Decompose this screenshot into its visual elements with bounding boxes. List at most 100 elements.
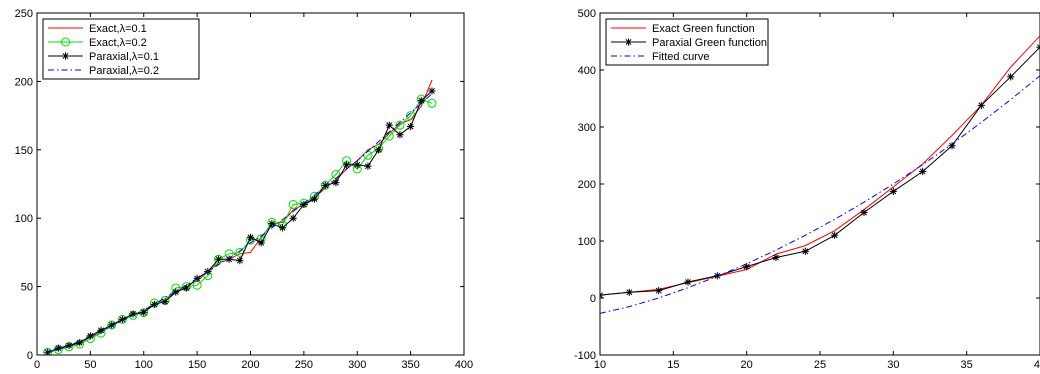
chart1-xtick-label-4: 30 (887, 359, 899, 371)
chart0-series2-point-4 (86, 332, 94, 340)
chart0-series2-point-17 (225, 255, 233, 263)
chart0-series1-point-9 (139, 308, 149, 318)
chart0-series2-point-7 (118, 315, 126, 324)
chart1-series0-line (600, 35, 1040, 296)
chart1-ytick-label-6: 500 (578, 8, 596, 20)
chart0-xtick-label-1: 50 (84, 359, 96, 371)
chart1-xtick-label-5: 35 (961, 359, 973, 371)
chart0-series2-point-9 (140, 308, 148, 317)
chart0-series2-point-26 (321, 181, 329, 189)
chart0-series1-point-6 (107, 320, 117, 330)
chart0-series2-point-20 (257, 239, 265, 247)
right-chart: 10 15 20 25 30 35 40 -100 0 100 200 300 400 500 Exact … (574, 8, 1040, 371)
chart1-legend: Exact Green function Paraxial Green funct… (605, 18, 769, 66)
chart1-ytick-label-4: 300 (578, 122, 596, 134)
chart1-series1-point-6 (772, 253, 780, 262)
chart0-legend: Exact,λ=0.1 Exact,λ=0.2 Paraxial,λ=0.1 Para… (42, 18, 200, 80)
chart0-series2-line (47, 90, 433, 353)
chart0-xtick-label-7: 350 (401, 359, 419, 371)
chart0-series2-point-25 (310, 195, 319, 203)
chart1-xtick-label-1: 15 (667, 359, 679, 371)
chart1-series1-point-2 (655, 286, 663, 295)
chart0-series2-point-8 (129, 310, 137, 318)
chart0-ytick-label-2: 100 (15, 213, 33, 225)
chart1-series1-point-9 (860, 208, 868, 217)
chart1-series1-point-7 (801, 247, 809, 255)
chart0-series2-point-34 (407, 122, 415, 131)
chart1-ytick-label-0: -100 (574, 350, 596, 362)
chart0-series2-point-5 (97, 326, 105, 334)
chart0-series2-point-3 (76, 339, 84, 347)
chart1-series1-point-8 (831, 231, 839, 239)
chart1-series1-line (600, 46, 1040, 296)
chart1-plot-area (600, 35, 1040, 314)
chart0-series2-point-28 (342, 161, 351, 169)
chart0-series1-point-7 (117, 314, 127, 324)
chart1-legend-label-0: Exact Green function (652, 23, 755, 35)
chart0-xtick-label-6: 300 (348, 359, 366, 371)
chart0-series2-point-33 (396, 131, 404, 139)
chart1-series1-point-13 (977, 101, 985, 109)
chart0-series2-point-24 (300, 200, 308, 209)
chart1-xtick-label-6: 40 (1034, 359, 1040, 371)
chart0-legend-box (42, 18, 200, 80)
chart0-legend-label-3: Paraxial,λ=0.2 (89, 65, 159, 77)
chart0-series2-point-2 (65, 341, 73, 350)
chart1-ytick-label-2: 100 (578, 236, 596, 248)
chart0-ytick-label-0: 0 (27, 350, 33, 362)
chart0-series2-point-22 (278, 224, 287, 232)
chart0-series2-point-1 (54, 344, 62, 352)
chart0-series2-point-29 (353, 161, 361, 169)
chart0-series2-point-23 (289, 214, 297, 222)
chart0-series3-line (47, 93, 433, 353)
chart0-series0-line (47, 79, 433, 353)
chart0-ytick-label-3: 150 (15, 145, 33, 157)
chart1-ytick-label-1: 0 (590, 293, 596, 305)
chart0-serieslegend2-point-0 (61, 52, 70, 60)
chart0-series2-point-6 (108, 321, 116, 329)
chart0-series2-point-16 (214, 255, 223, 263)
chart0-series1-point-36 (427, 98, 437, 108)
chart1-xtick-label-0: 10 (594, 359, 606, 371)
chart1-series1-point-5 (743, 263, 751, 271)
chart1-series1-point-0 (600, 291, 604, 299)
chart0-xtick-label-4: 200 (241, 359, 259, 371)
chart1-serieslegend1-point-0 (624, 38, 633, 46)
chart0-ytick-label-4: 200 (15, 76, 33, 88)
chart1-ytick-label-3: 200 (578, 179, 596, 191)
chart0-series1-point-0 (43, 347, 53, 355)
chart0-legend-label-1: Exact,λ=0.2 (89, 37, 147, 49)
chart0-series2-point-31 (375, 146, 383, 154)
chart0-series2-point-13 (182, 284, 191, 292)
chart0-legend-label-0: Exact,λ=0.1 (89, 23, 147, 35)
left-chart: 0 50 100 150 200 250 300 350 400 0 50 100 150 200 250 E… (15, 8, 474, 371)
chart0-legend-label-2: Paraxial,λ=0.1 (89, 51, 159, 63)
chart1-series1-point-11 (919, 167, 927, 176)
chart1-series1-point-1 (625, 288, 633, 296)
chart0-series2-point-12 (172, 288, 180, 296)
chart0-series2-point-18 (236, 257, 244, 265)
chart0-series1-point-26 (320, 180, 330, 190)
chart0-xtick-label-8: 400 (455, 359, 473, 371)
chart0-series2-point-35 (417, 96, 425, 105)
chart0-series2-point-32 (385, 121, 393, 129)
chart0-xtick-label-0: 0 (34, 359, 40, 371)
chart1-xtick-label-2: 20 (741, 359, 753, 371)
chart1-legend-label-2: Fitted curve (652, 51, 709, 63)
chart0-serieslegend1-point-0 (61, 37, 70, 47)
chart0-series1-point-33 (395, 120, 405, 130)
chart1-series1-point-14 (1007, 73, 1015, 81)
chart1-series1-point-12 (948, 142, 956, 150)
chart1-series1-point-10 (889, 187, 897, 196)
chart1-series1-point-3 (684, 278, 692, 286)
chart0-ytick-label-5: 250 (15, 8, 33, 20)
chart0-series2-point-30 (364, 162, 372, 170)
chart0-series2-point-21 (268, 220, 276, 228)
chart0-series2-point-11 (161, 298, 169, 306)
chart0-series1-point-23 (288, 200, 298, 210)
chart0-ytick-label-1: 50 (21, 282, 33, 294)
chart0-xtick-label-3: 150 (188, 359, 206, 371)
chart0-series2-point-19 (246, 233, 255, 241)
chart1-xtick-label-3: 25 (814, 359, 826, 371)
chart0-series2-point-36 (428, 87, 436, 95)
